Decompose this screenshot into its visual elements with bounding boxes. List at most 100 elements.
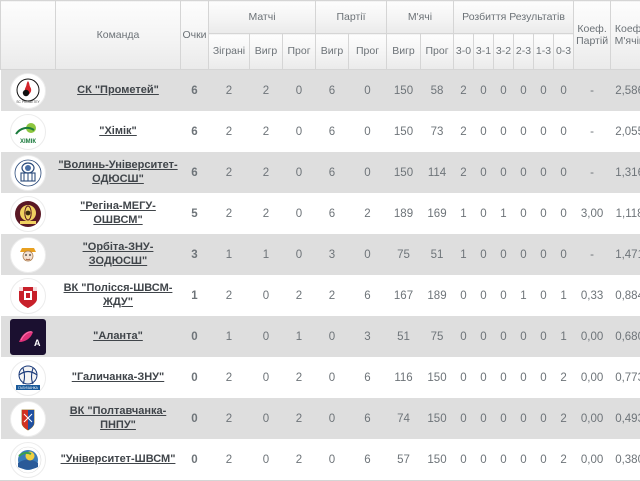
header-balls-group: М'ячі [387,1,454,34]
team-link[interactable]: "Орбіта-ЗНУ-ЗОДЮСШ" [56,241,180,267]
team-name-cell: СК "Прометей" [56,70,181,112]
team-logo-cell [1,398,56,439]
header-sets-group: Партії [316,1,387,34]
team-logo-cell: ГАЛИЧАНКА [1,357,56,398]
cell-coef-sets: 0,00 [574,316,611,357]
cell-sets-won: 6 [316,111,349,152]
cell-r32: 0 [494,70,514,112]
cell-r03: 0 [554,111,574,152]
cell-balls-lost: 51 [421,234,454,275]
cell-matches-won: 0 [250,316,283,357]
cell-r32: 0 [494,316,514,357]
team-link[interactable]: "Аланта" [93,330,143,343]
cell-matches-lost: 2 [283,275,316,316]
cell-r13: 0 [534,357,554,398]
cell-coef-sets: 0,00 [574,357,611,398]
cell-r32: 0 [494,439,514,481]
team-name-cell: "Хімік" [56,111,181,152]
poltavchanka-logo [10,401,46,437]
cell-r03: 2 [554,357,574,398]
cell-r31: 0 [474,275,494,316]
team-logo-cell: A [1,316,56,357]
cell-balls-won: 75 [387,234,421,275]
header-r23: 2-3 [514,34,534,70]
cell-points: 6 [181,70,209,112]
header-balls-won: Вигр [387,34,421,70]
cell-matches-won: 2 [250,193,283,234]
cell-coef-sets: 3,00 [574,193,611,234]
team-logo-cell [1,152,56,193]
cell-matches-won: 0 [250,398,283,439]
cell-r30: 1 [454,193,474,234]
svg-text:A: A [34,338,41,348]
cell-played: 2 [209,398,250,439]
cell-coef-balls: 1,118 [611,193,640,234]
cell-r32: 0 [494,152,514,193]
cell-r03: 0 [554,193,574,234]
svg-text:SC PROMETEY: SC PROMETEY [16,100,40,104]
cell-r23: 0 [514,193,534,234]
cell-coef-balls: 2,586 [611,70,640,112]
cell-balls-won: 150 [387,152,421,193]
cell-played: 2 [209,275,250,316]
team-name-cell: "Волинь-Університет-ОДЮСШ" [56,152,181,193]
cell-points: 0 [181,316,209,357]
cell-r13: 0 [534,398,554,439]
cell-r23: 1 [514,275,534,316]
cell-coef-balls: 0,493 [611,398,640,439]
cell-r23: 0 [514,439,534,481]
header-r32: 3-2 [494,34,514,70]
team-link[interactable]: ВК "Полісся-ШВСМ-ЖДУ" [56,282,180,308]
header-played: Зіграні [209,34,250,70]
header-points: Очки [181,1,209,70]
cell-sets-won: 2 [316,275,349,316]
header-matches-group: Матчі [209,1,316,34]
cell-matches-lost: 2 [283,357,316,398]
team-link[interactable]: ВК "Полтавчанка-ПНПУ" [56,405,180,431]
cell-coef-sets: - [574,70,611,112]
team-link[interactable]: "Хімік" [99,125,137,138]
cell-balls-lost: 150 [421,398,454,439]
team-link[interactable]: СК "Прометей" [77,84,159,97]
cell-r23: 0 [514,70,534,112]
header-breakdown-group: Розбиття Результатів [454,1,574,34]
cell-points: 0 [181,439,209,481]
cell-balls-lost: 169 [421,193,454,234]
cell-r23: 0 [514,152,534,193]
team-logo-cell [1,439,56,481]
cell-r03: 0 [554,152,574,193]
cell-sets-lost: 3 [349,316,387,357]
cell-r13: 0 [534,152,554,193]
header-matches-lost: Прог [283,34,316,70]
cell-coef-sets: - [574,111,611,152]
team-logo-cell [1,275,56,316]
cell-r30: 0 [454,357,474,398]
cell-balls-lost: 150 [421,357,454,398]
cell-r03: 0 [554,234,574,275]
cell-r03: 1 [554,316,574,357]
cell-balls-lost: 150 [421,439,454,481]
cell-sets-lost: 0 [349,234,387,275]
cell-r31: 0 [474,193,494,234]
cell-r31: 0 [474,111,494,152]
team-link[interactable]: "Галичанка-ЗНУ" [72,371,165,384]
header-coef-sets: Коеф. Партій [574,1,611,70]
cell-balls-won: 74 [387,398,421,439]
team-name-cell: ВК "Полтавчанка-ПНПУ" [56,398,181,439]
team-link[interactable]: "Волинь-Університет-ОДЮСШ" [56,159,180,185]
team-link[interactable]: "Регіна-МЕГУ-ОШВСМ" [56,200,180,226]
team-logo-cell: SC PROMETEY [1,70,56,112]
cell-points: 3 [181,234,209,275]
cell-r30: 0 [454,275,474,316]
team-link[interactable]: "Університет-ШВСМ" [61,453,176,466]
team-logo-cell [1,234,56,275]
cell-sets-won: 6 [316,193,349,234]
regina-logo [10,196,46,232]
cell-played: 2 [209,152,250,193]
cell-points: 6 [181,152,209,193]
cell-sets-won: 0 [316,357,349,398]
cell-r03: 2 [554,398,574,439]
